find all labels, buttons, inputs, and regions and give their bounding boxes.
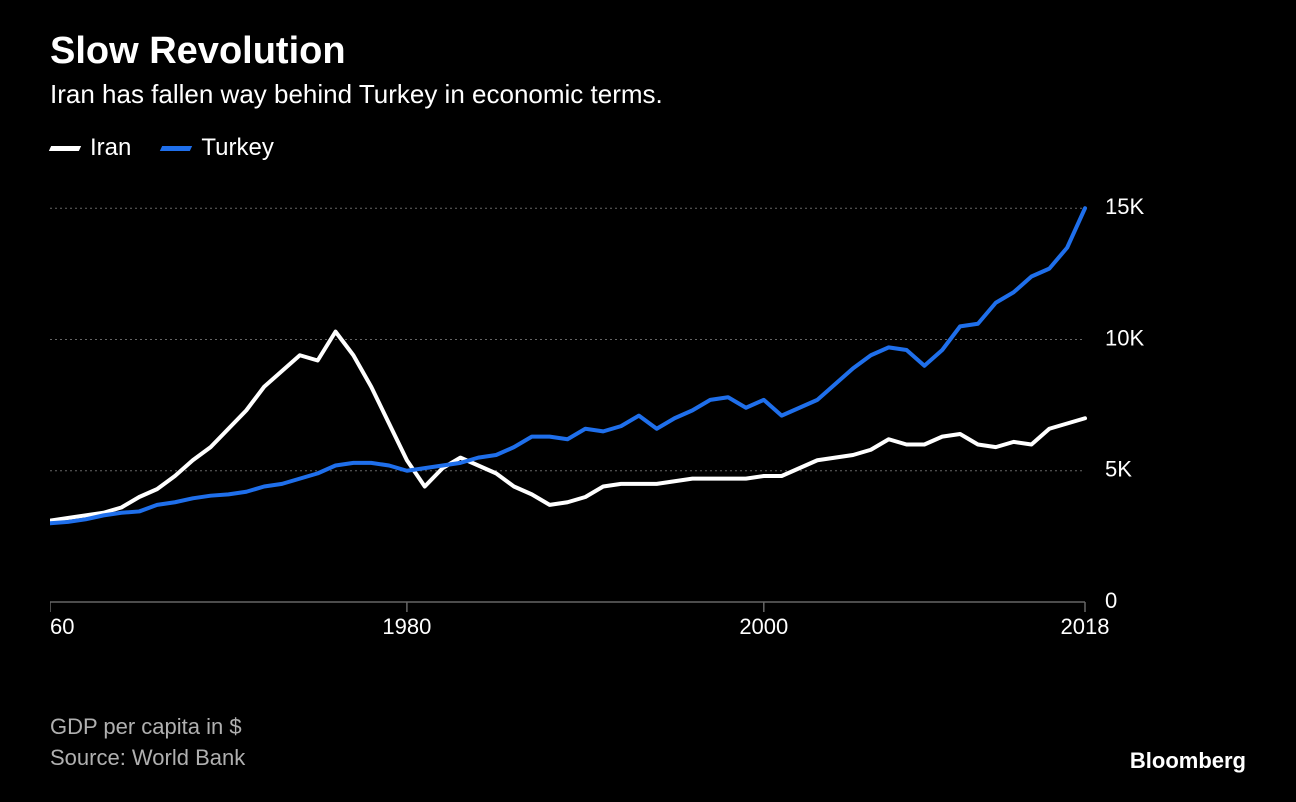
series-line-turkey <box>50 208 1085 523</box>
x-tick-label: 2000 <box>739 614 788 639</box>
legend-label-turkey: Turkey <box>201 134 273 162</box>
x-tick-label: 1960 <box>50 614 74 639</box>
legend: Iran Turkey <box>50 134 1246 162</box>
footer-left: GDP per capita in $ Source: World Bank <box>50 712 245 774</box>
legend-label-iran: Iran <box>90 134 131 162</box>
chart-title: Slow Revolution <box>50 30 1246 73</box>
x-tick-label: 2018 <box>1061 614 1110 639</box>
x-tick-label: 1980 <box>382 614 431 639</box>
legend-item-turkey: Turkey <box>161 134 273 162</box>
footer-brand: Bloomberg <box>1130 748 1246 774</box>
footer-source: Source: World Bank <box>50 743 245 774</box>
chart-footer: GDP per capita in $ Source: World Bank B… <box>50 712 1246 774</box>
footer-note: GDP per capita in $ <box>50 712 245 743</box>
legend-swatch-turkey <box>160 146 192 151</box>
chart-plot-area: 0 5K 10K 15K 1960 1980 2000 2018 <box>50 182 1150 652</box>
y-tick-label: 0 <box>1105 588 1117 613</box>
chart-subtitle: Iran has fallen way behind Turkey in eco… <box>50 79 1246 110</box>
chart-container: Slow Revolution Iran has fallen way behi… <box>0 0 1296 802</box>
legend-item-iran: Iran <box>50 134 131 162</box>
chart-svg: 0 5K 10K 15K 1960 1980 2000 2018 <box>50 182 1150 652</box>
legend-swatch-iran <box>49 146 81 151</box>
y-tick-label: 10K <box>1105 325 1144 350</box>
y-tick-label: 15K <box>1105 194 1144 219</box>
y-tick-label: 5K <box>1105 457 1132 482</box>
